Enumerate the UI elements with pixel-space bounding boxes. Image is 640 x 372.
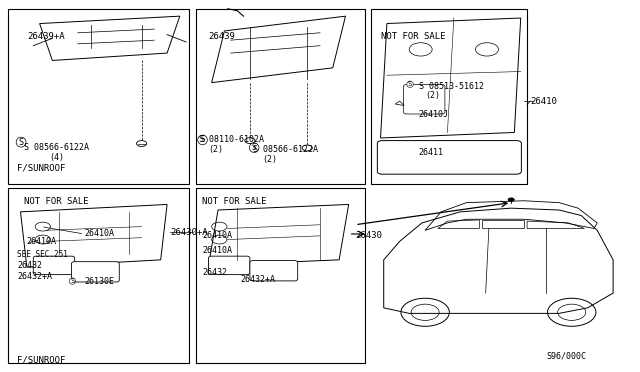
Text: 26432+A: 26432+A [17,272,52,281]
Text: 26432+A: 26432+A [241,275,275,283]
Text: F/SUNROOF: F/SUNROOF [17,355,66,364]
Text: 26430+A: 26430+A [170,228,208,237]
Text: 26432: 26432 [202,268,227,277]
Text: F/SUNROOF: F/SUNROOF [17,163,66,172]
Text: (4): (4) [49,153,64,162]
Text: 26410A: 26410A [202,231,232,240]
Text: SEE SEC.251: SEE SEC.251 [17,250,68,259]
Text: 26411: 26411 [419,148,444,157]
Text: 26430: 26430 [355,231,382,240]
FancyBboxPatch shape [33,256,75,275]
Text: 26439+A: 26439+A [27,32,65,41]
FancyBboxPatch shape [196,9,365,184]
FancyBboxPatch shape [72,262,119,282]
FancyBboxPatch shape [403,84,445,114]
Text: NOT FOR SALE: NOT FOR SALE [381,32,445,41]
Text: 26410: 26410 [531,97,557,106]
Text: S: S [200,135,205,144]
Text: NOT FOR SALE: NOT FOR SALE [24,198,88,206]
Text: 26410J: 26410J [419,109,449,119]
Text: 26410A: 26410A [202,246,232,255]
FancyBboxPatch shape [196,188,365,363]
Text: S 08566-6122A: S 08566-6122A [253,145,318,154]
Text: 26410A: 26410A [27,237,57,246]
Circle shape [508,198,515,202]
Text: S96/000C: S96/000C [546,351,586,360]
Text: S: S [408,81,412,87]
Text: S: S [19,138,24,147]
FancyBboxPatch shape [209,256,250,275]
Text: 26130E: 26130E [84,278,114,286]
Text: NOT FOR SALE: NOT FOR SALE [202,198,267,206]
FancyBboxPatch shape [250,260,298,281]
Text: S 08566-6122A: S 08566-6122A [24,143,89,152]
Text: S: S [70,278,74,284]
Text: S 08110-6102A: S 08110-6102A [199,135,264,144]
Text: (2): (2) [425,91,440,100]
FancyBboxPatch shape [378,141,522,174]
Text: S 08513-51612: S 08513-51612 [419,82,484,91]
Text: (2): (2) [209,145,223,154]
FancyBboxPatch shape [371,9,527,184]
Text: (2): (2) [262,155,278,164]
FancyBboxPatch shape [8,9,189,184]
Text: 26410A: 26410A [84,230,114,238]
Text: 26432: 26432 [17,261,42,270]
Text: S: S [252,143,257,152]
Text: 26439: 26439 [209,32,236,41]
FancyBboxPatch shape [8,188,189,363]
